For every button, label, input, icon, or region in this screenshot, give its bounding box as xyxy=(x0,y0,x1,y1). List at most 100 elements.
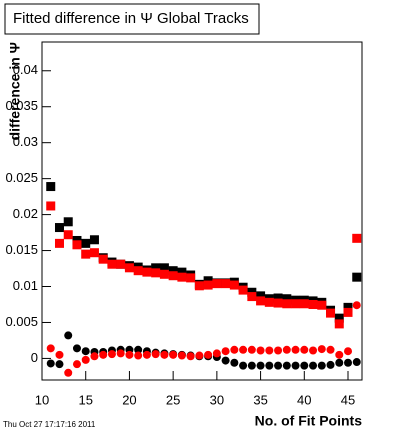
point xyxy=(239,361,248,370)
point xyxy=(344,347,353,356)
y-tick-label: 0.04 xyxy=(13,62,38,77)
point xyxy=(125,350,134,359)
point xyxy=(134,351,143,360)
point xyxy=(326,360,335,369)
point xyxy=(63,217,73,227)
point xyxy=(326,345,335,354)
point xyxy=(46,201,56,211)
y-tick-label: 0.01 xyxy=(13,278,38,293)
point xyxy=(256,346,265,355)
point xyxy=(334,313,344,323)
point xyxy=(299,299,309,309)
point xyxy=(203,280,213,290)
point xyxy=(142,350,151,359)
point xyxy=(352,358,361,367)
point xyxy=(309,361,318,370)
footer: Thu Oct 27 17:17:16 2011 xyxy=(3,420,96,429)
point xyxy=(300,361,309,370)
point xyxy=(352,301,361,310)
point xyxy=(186,273,196,283)
point xyxy=(46,344,55,353)
chart-title: Fitted difference in Ψ Global Tracks xyxy=(13,10,249,27)
point xyxy=(107,259,117,269)
point xyxy=(89,248,99,258)
x-tick-label: 25 xyxy=(166,392,180,407)
point xyxy=(352,272,362,282)
point xyxy=(282,361,291,370)
point xyxy=(247,292,257,302)
point xyxy=(151,350,160,359)
point xyxy=(291,299,301,309)
x-tick-label: 10 xyxy=(35,392,49,407)
y-axis-label: difference in Ψ xyxy=(7,42,23,140)
x-tick-label: 20 xyxy=(122,392,136,407)
point xyxy=(265,346,274,355)
point xyxy=(72,344,81,353)
point xyxy=(335,358,344,367)
point xyxy=(300,345,309,354)
x-tick-label: 30 xyxy=(210,392,224,407)
point xyxy=(81,355,90,364)
point xyxy=(168,271,178,281)
point xyxy=(282,345,291,354)
point xyxy=(46,182,56,192)
point xyxy=(99,350,108,359)
title-box xyxy=(4,3,260,35)
point xyxy=(274,346,283,355)
point xyxy=(238,285,248,295)
point xyxy=(168,266,178,276)
point xyxy=(343,307,353,317)
point xyxy=(142,267,152,277)
point xyxy=(291,361,300,370)
point xyxy=(89,235,99,245)
point xyxy=(274,361,283,370)
y-tick-label: 0.005 xyxy=(5,314,38,329)
y-tick-label: 0 xyxy=(31,350,38,365)
point xyxy=(221,279,231,289)
point xyxy=(273,293,283,303)
point xyxy=(230,358,239,367)
point xyxy=(81,249,91,259)
point xyxy=(247,345,256,354)
point xyxy=(282,299,292,309)
y-tick-label: 0.025 xyxy=(5,170,38,185)
point xyxy=(309,346,318,355)
point xyxy=(159,269,169,279)
point xyxy=(212,279,222,289)
point xyxy=(352,233,362,243)
point xyxy=(344,358,353,367)
point xyxy=(72,240,82,250)
point xyxy=(124,263,134,273)
point xyxy=(212,349,221,358)
point xyxy=(55,360,64,369)
x-axis-label: No. of Fit Points xyxy=(255,413,363,429)
point xyxy=(334,319,344,329)
point xyxy=(335,350,344,359)
point xyxy=(81,347,90,356)
point xyxy=(273,298,283,308)
point xyxy=(46,359,55,368)
point xyxy=(256,361,265,370)
point xyxy=(221,356,230,365)
y-tick-label: 0.035 xyxy=(5,98,38,113)
point xyxy=(169,350,178,359)
point xyxy=(63,230,73,240)
point xyxy=(264,297,274,307)
point xyxy=(54,238,64,248)
point xyxy=(291,345,300,354)
point xyxy=(317,300,327,310)
point xyxy=(151,268,161,278)
point xyxy=(177,267,187,277)
point xyxy=(194,281,204,291)
point xyxy=(107,350,116,359)
point xyxy=(55,350,64,359)
point xyxy=(133,266,143,276)
point xyxy=(116,349,125,358)
point xyxy=(159,263,169,273)
plot-frame xyxy=(41,41,363,381)
point xyxy=(64,331,73,340)
point xyxy=(64,368,73,377)
point xyxy=(247,361,256,370)
point xyxy=(282,294,292,304)
